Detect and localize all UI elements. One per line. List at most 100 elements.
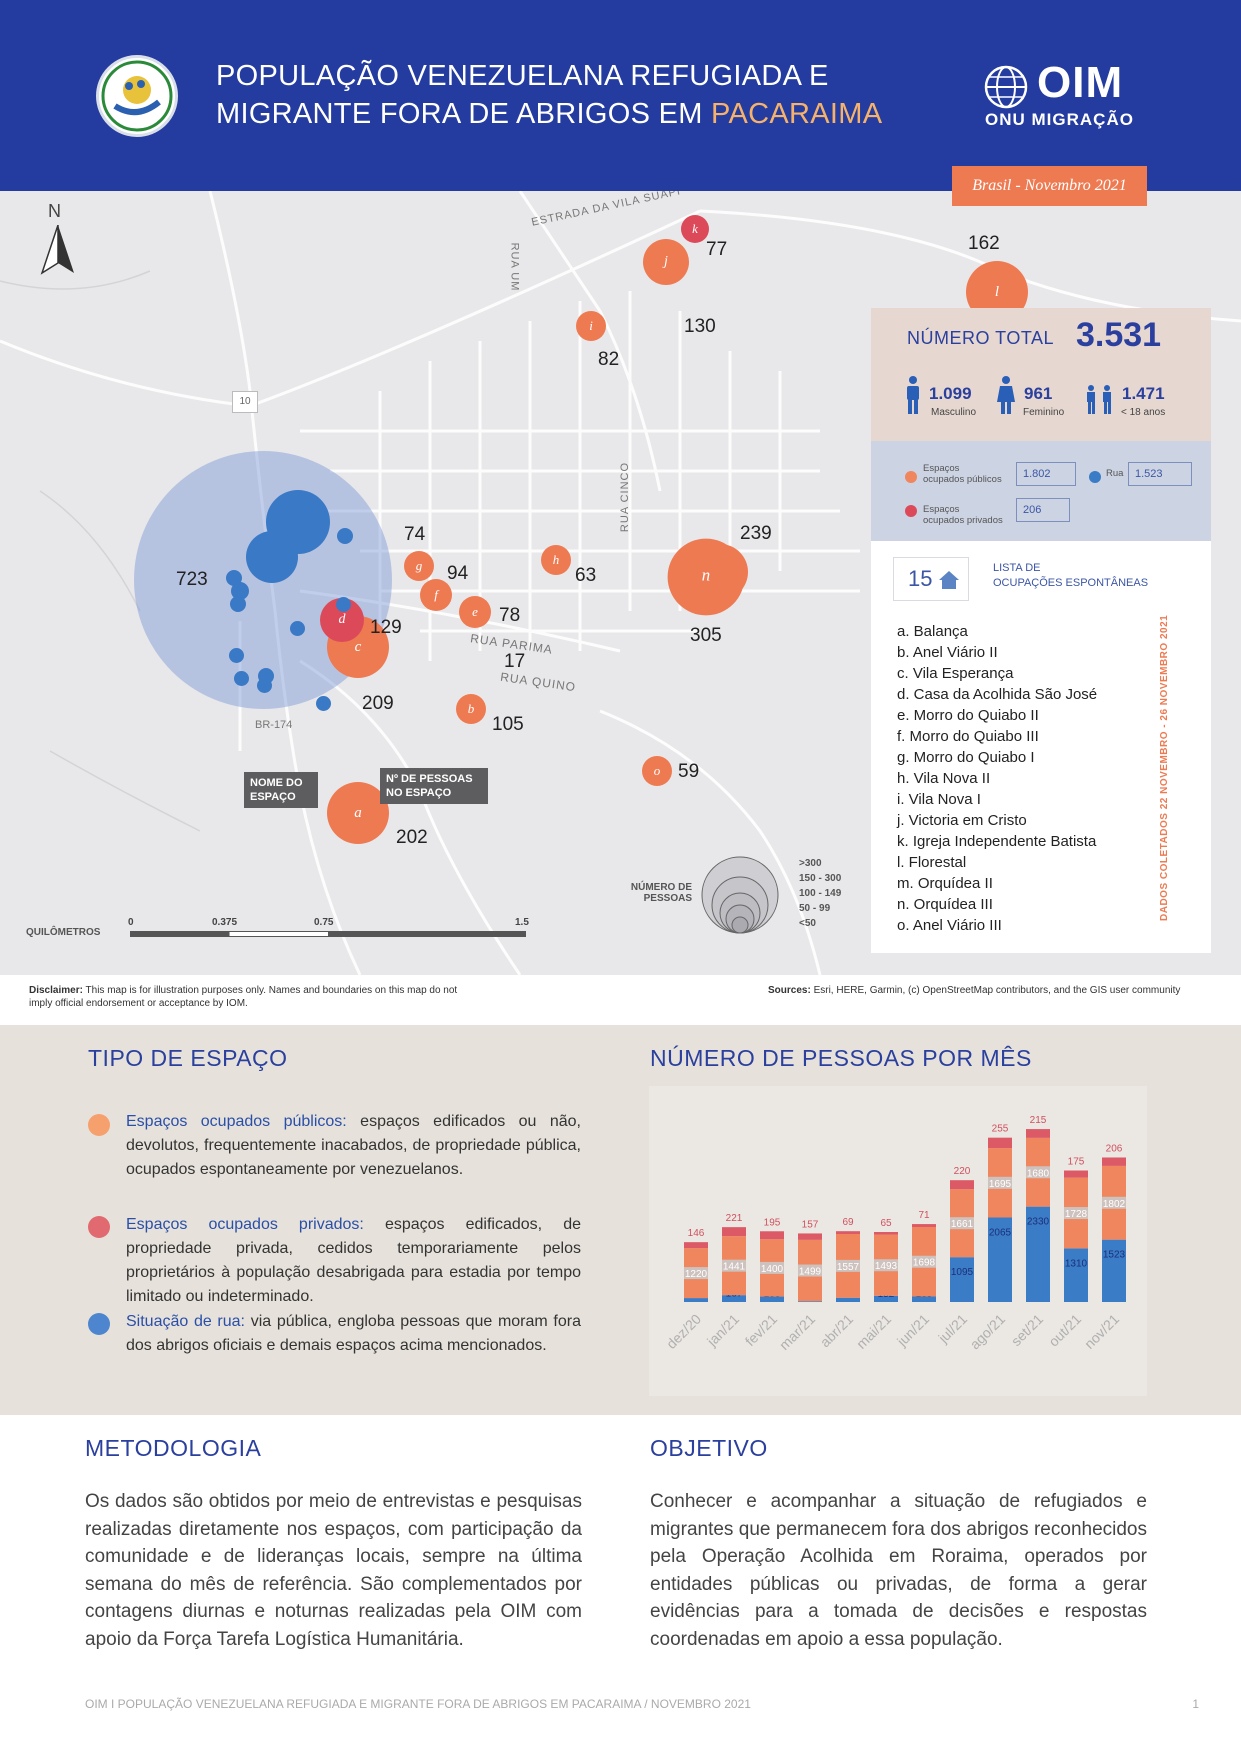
total-value: 3.531 <box>1076 316 1162 354</box>
street-point <box>290 621 305 636</box>
type-private-text: espaços edificados, de propriedade priva… <box>126 1216 581 1305</box>
bar-value-label: 1493 <box>875 1261 898 1272</box>
bar-segment <box>950 1180 974 1190</box>
list-item: h. Vila Nova II <box>897 770 991 787</box>
space-bubble-h: h <box>541 545 571 575</box>
street-point <box>234 671 249 686</box>
space-bubble-i: i <box>576 311 606 341</box>
bar-segment <box>950 1257 974 1302</box>
street-point <box>246 531 298 583</box>
list-item: a. Balança <box>897 623 968 640</box>
bar-value-label: 71 <box>918 1210 930 1221</box>
footer-text: OIM I POPULAÇÃO VENEZUELANA REFUGIADA E … <box>85 1697 751 1711</box>
bar-label-bg <box>988 1176 1012 1189</box>
bar-segment <box>874 1295 898 1302</box>
type-private-paragraph: Espaços ocupados privados: espaços edifi… <box>126 1213 581 1309</box>
legend-public-value: 1.802 <box>1016 462 1076 486</box>
legend-public-label: Espaços ocupados públicos <box>923 463 1002 485</box>
sources: Sources: Esri, HERE, Garmin, (c) OpenStr… <box>768 984 1218 997</box>
extra-count: 17 <box>504 651 526 672</box>
list-item: c. Vila Esperança <box>897 665 1014 682</box>
disclaimer-label: Disclaimer: <box>29 985 83 996</box>
space-bubble-e: e <box>459 596 491 628</box>
space-bubble-k: k <box>681 215 709 243</box>
street-point <box>230 596 246 612</box>
bar-value-label: 2330 <box>1027 1217 1050 1228</box>
chart-title: NÚMERO DE PESSOAS POR MÊS <box>650 1045 1032 1071</box>
footer: OIM I POPULAÇÃO VENEZUELANA REFUGIADA E … <box>85 1697 1199 1711</box>
bar-segment <box>1026 1129 1050 1138</box>
bar-value-label: 1523 <box>1103 1250 1126 1261</box>
bar-segment <box>1102 1157 1126 1166</box>
x-tick-label: abr/21 <box>817 1311 857 1351</box>
bar-segment <box>836 1297 860 1302</box>
bar-label-bg <box>1102 1196 1126 1209</box>
bar-value-label: 1310 <box>1065 1258 1088 1269</box>
list-item: o. Anel Viário III <box>897 917 1002 934</box>
page-title: POPULAÇÃO VENEZUELANA REFUGIADA E MIGRAN… <box>216 57 936 133</box>
objetivo-title: OBJETIVO <box>650 1435 768 1461</box>
size-legend-label: 50 - 99 <box>799 903 831 914</box>
bar-segment <box>1064 1248 1088 1302</box>
space-count-l: 162 <box>968 233 1000 254</box>
bar-value-label: 255 <box>992 1124 1009 1135</box>
bar-segment <box>1026 1206 1050 1302</box>
bar-segment <box>760 1231 784 1240</box>
private-dot-icon <box>905 505 917 517</box>
street-point <box>336 597 351 612</box>
disclaimer-text: This map is for illustration purposes on… <box>29 985 458 1009</box>
x-tick-label: mai/21 <box>853 1311 894 1352</box>
list-count-box: 15 <box>893 557 969 601</box>
list-item: k. Igreja Independente Batista <box>897 833 1097 850</box>
female-value: 961 <box>1024 384 1053 403</box>
bar-value-label: 195 <box>764 1217 781 1228</box>
bar-value-label: 2065 <box>989 1227 1012 1238</box>
bar-value-label: 1802 <box>1103 1199 1126 1210</box>
bar-value-label: 1557 <box>837 1262 860 1273</box>
date-badge: Brasil - Novembro 2021 <box>952 166 1147 206</box>
bar-segment <box>988 1217 1012 1302</box>
space-count-g: 74 <box>404 524 426 545</box>
metodologia-text: Os dados são obtidos por meio de entrevi… <box>85 1491 582 1650</box>
total-panel: NÚMERO TOTAL 3.531 1.099 Masculino 961 F… <box>871 308 1211 441</box>
bar-value-label: 1095 <box>951 1267 974 1278</box>
sources-text: Esri, HERE, Garmin, (c) OpenStreetMap co… <box>813 985 1181 996</box>
bar-value-label: 221 <box>726 1213 743 1224</box>
metodologia-title: METODOLOGIA <box>85 1435 262 1461</box>
bar-label-bg <box>912 1255 936 1268</box>
legend-street-value: 1.523 <box>1128 462 1192 486</box>
list-item: m. Orquídea II <box>897 875 993 892</box>
bar-label-bg <box>722 1259 746 1272</box>
title-line-1: POPULAÇÃO VENEZUELANA REFUGIADA E <box>216 60 829 92</box>
space-bubble-o: o <box>642 756 672 786</box>
space-bubble-a: a <box>327 782 389 844</box>
space-bubble-g: g <box>404 551 434 581</box>
size-legend-label: 150 - 300 <box>799 873 842 884</box>
oim-logo-text: OIM <box>1037 58 1124 107</box>
minor-value: 1.471 <box>1122 384 1165 403</box>
x-tick-label: set/21 <box>1008 1311 1046 1349</box>
space-bubble-f: f <box>420 579 452 611</box>
road-label-br174: BR-174 <box>255 719 293 731</box>
space-bubble-j: j <box>643 239 689 285</box>
street-type-dot-icon <box>88 1313 110 1335</box>
bar-segment <box>722 1227 746 1237</box>
bar-value-label: 146 <box>688 1228 705 1239</box>
bar-label-bg <box>798 1264 822 1277</box>
space-count-a: 202 <box>396 827 428 848</box>
list-item: b. Anel Viário II <box>897 644 998 661</box>
street-dot-icon <box>1089 471 1101 483</box>
x-tick-label: fev/21 <box>742 1311 780 1349</box>
bar-value-label: 206 <box>1106 1143 1123 1154</box>
scale-tick: 0.375 <box>212 917 238 928</box>
oim-logo-subtext: ONU MIGRAÇÃO <box>985 110 1134 129</box>
scale-bar <box>130 931 526 937</box>
space-count-m: 239 <box>740 523 772 544</box>
male-value: 1.099 <box>929 384 972 403</box>
street-point <box>231 582 249 600</box>
size-legend-label: <50 <box>799 918 816 929</box>
bar-value-label: 175 <box>1068 1156 1085 1167</box>
type-legend-panel: Espaços ocupados públicos 1.802 Rua 1.52… <box>871 441 1211 541</box>
x-tick-label: jan/21 <box>703 1311 742 1350</box>
type-public-paragraph: Espaços ocupados públicos: espaços edifi… <box>126 1110 581 1182</box>
